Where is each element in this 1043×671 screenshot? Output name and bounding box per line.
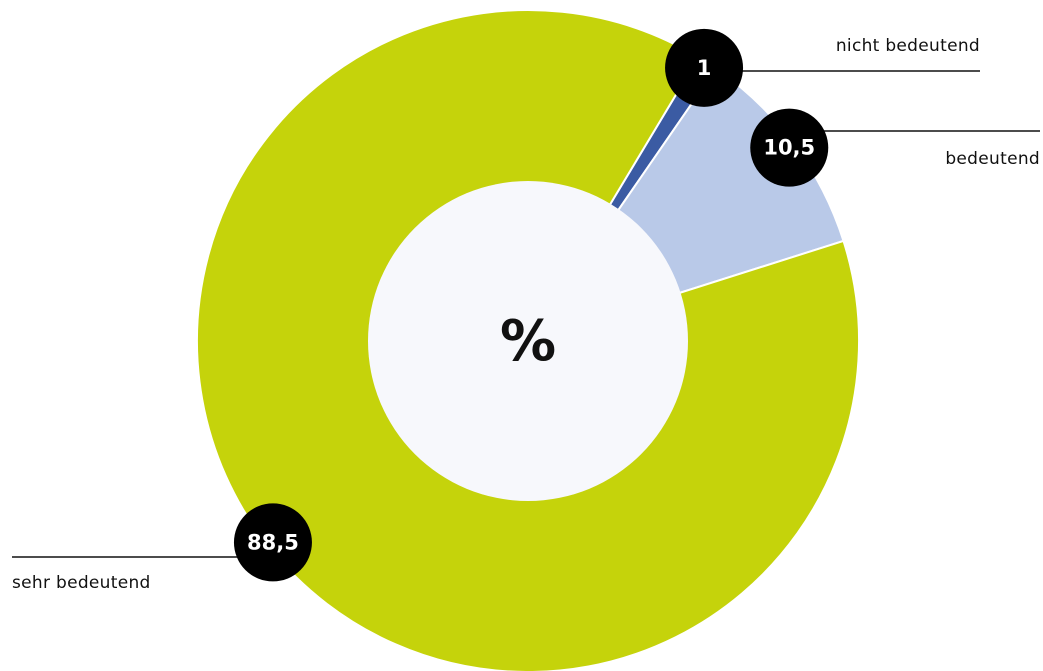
value-label: 1 — [697, 56, 712, 80]
value-badge — [233, 503, 312, 582]
labels: nicht bedeutend 1 bedeutend 10,5 sehr bedeut… — [12, 28, 1040, 593]
value-label: 10,5 — [763, 136, 815, 160]
value-badge — [665, 28, 744, 107]
donut-hole — [368, 181, 688, 501]
category-label: sehr bedeutend — [12, 573, 151, 593]
value-badge — [750, 108, 829, 187]
value-label: 88,5 — [247, 530, 299, 554]
center-label: % — [500, 309, 556, 374]
category-label: nicht bedeutend — [836, 36, 980, 56]
category-label: bedeutend — [945, 149, 1040, 169]
